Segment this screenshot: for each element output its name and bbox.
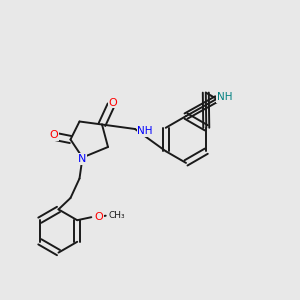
Text: O: O (50, 130, 58, 140)
Text: CH₃: CH₃ (109, 211, 125, 220)
Text: NH: NH (137, 126, 153, 136)
Text: NH: NH (217, 92, 232, 102)
Text: O: O (95, 212, 103, 222)
Text: O: O (108, 98, 117, 108)
Text: N: N (78, 154, 87, 164)
